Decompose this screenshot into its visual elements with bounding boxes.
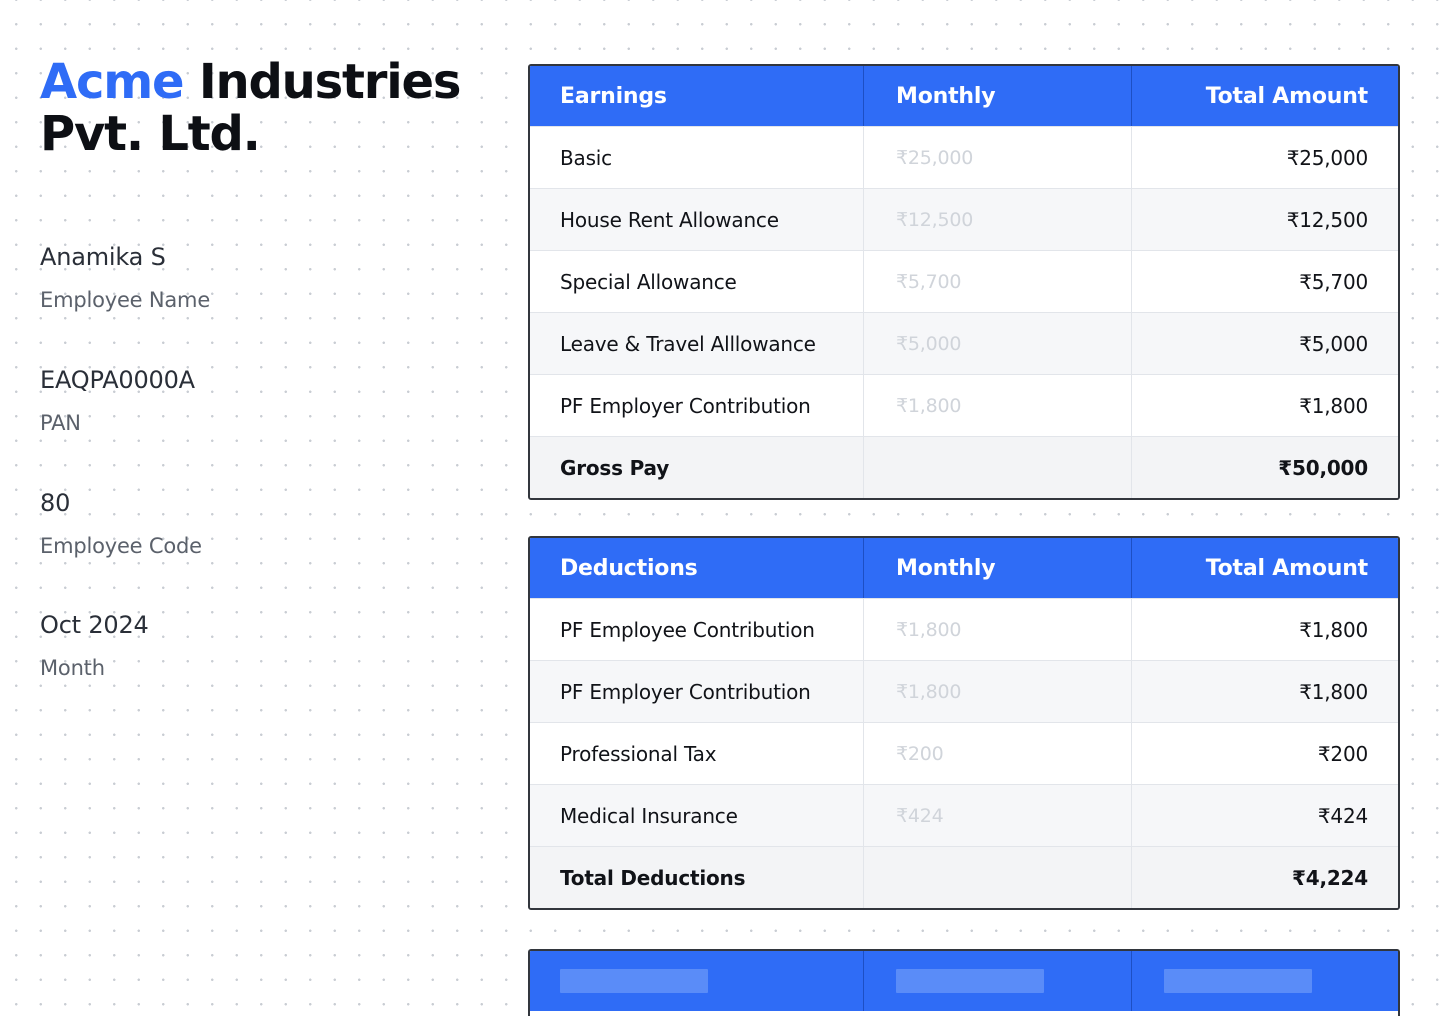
row-monthly: ₹5,700 [896,270,962,293]
total-header-cell: Total Amount [1132,538,1398,598]
row-monthly: ₹25,000 [896,146,974,169]
earnings-header-row: Earnings Monthly Total Amount [530,66,1398,126]
employee-code-value: 80 [40,489,71,517]
row-monthly: ₹1,800 [896,618,962,641]
table-row: Medical Insurance ₹424 ₹424 [530,784,1398,846]
row-total: ₹5,700 [1299,269,1368,294]
row-total: ₹200 [1317,741,1368,766]
monthly-header-cell: Monthly [864,66,1132,126]
row-name: Basic [560,145,612,170]
table-row: Leave & Travel Alllowance ₹5,000 ₹5,000 [530,312,1398,374]
placeholder-header-cell [530,951,864,1011]
placeholder-header-cell [864,951,1132,1011]
total-deductions-row: Total Deductions ₹4,224 [530,846,1398,908]
row-monthly: ₹424 [896,804,944,827]
table-row: PF Employer Contribution ₹1,800 ₹1,800 [530,660,1398,722]
row-name: PF Employee Contribution [560,617,815,642]
deductions-header-row: Deductions Monthly Total Amount [530,538,1398,598]
row-total: ₹1,800 [1299,617,1368,642]
row-total: ₹1,800 [1299,679,1368,704]
row-monthly: ₹12,500 [896,208,974,231]
earnings-header-cell: Earnings [530,66,864,126]
company-name-line2: Pvt. Ltd. [40,106,261,162]
table-row: PF Employer Contribution ₹1,800 ₹1,800 [530,374,1398,436]
table-row: PF Employee Contribution ₹1,800 ₹1,800 [530,598,1398,660]
row-name: PF Employer Contribution [560,679,811,704]
skeleton-bar [560,969,708,993]
earnings-header: Earnings [560,83,667,109]
monthly-header: Monthly [896,83,996,109]
company-name: Acme Industries Pvt. Ltd. [40,56,510,160]
monthly-header: Monthly [896,555,996,581]
employee-code-field: 80 Employee Code [40,488,202,560]
monthly-header-cell: Monthly [864,538,1132,598]
total-deductions-label: Total Deductions [560,865,746,890]
table-row: Basic ₹25,000 ₹25,000 [530,126,1398,188]
gross-pay-row: Gross Pay ₹50,000 [530,436,1398,498]
placeholder-header-row [530,951,1398,1011]
table-row: Professional Tax ₹200 ₹200 [530,722,1398,784]
row-total: ₹12,500 [1286,207,1369,232]
row-name: Special Allowance [560,269,737,294]
total-amount-header: Total Amount [1205,555,1368,581]
row-monthly: ₹1,800 [896,680,962,703]
deductions-header-cell: Deductions [530,538,864,598]
earnings-table: Earnings Monthly Total Amount Basic ₹25,… [528,64,1400,500]
gross-pay-label: Gross Pay [560,455,670,480]
row-name: House Rent Allowance [560,207,779,232]
total-header-cell: Total Amount [1132,66,1398,126]
row-name: Medical Insurance [560,803,738,828]
employee-panel: Acme Industries Pvt. Ltd. [40,56,510,160]
gross-pay-value: ₹50,000 [1278,455,1368,480]
month-label: Month [40,656,105,680]
employee-code-label: Employee Code [40,534,202,558]
table-row: Special Allowance ₹5,700 ₹5,700 [530,250,1398,312]
total-amount-header: Total Amount [1205,83,1368,109]
row-total: ₹25,000 [1286,145,1369,170]
deductions-table: Deductions Monthly Total Amount PF Emplo… [528,536,1400,910]
employee-name-value: Anamika S [40,243,166,271]
employee-name-field: Anamika S Employee Name [40,242,210,314]
company-brand: Acme [40,54,185,110]
placeholder-header-cell [1132,951,1398,1011]
pan-field: EAQPA0000A PAN [40,365,195,437]
row-monthly: ₹200 [896,742,944,765]
table-row: House Rent Allowance ₹12,500 ₹12,500 [530,188,1398,250]
row-total: ₹5,000 [1299,331,1368,356]
pan-label: PAN [40,411,81,435]
row-monthly: ₹5,000 [896,332,962,355]
row-name: Professional Tax [560,741,717,766]
row-total: ₹424 [1317,803,1368,828]
month-field: Oct 2024 Month [40,610,149,682]
placeholder-table [528,949,1400,1016]
row-name: PF Employer Contribution [560,393,811,418]
month-value: Oct 2024 [40,611,149,639]
row-monthly: ₹1,800 [896,394,962,417]
total-deductions-value: ₹4,224 [1292,865,1368,890]
company-name-rest: Industries [198,54,462,110]
skeleton-bar [1164,969,1312,993]
row-name: Leave & Travel Alllowance [560,331,816,356]
skeleton-bar [896,969,1044,993]
deductions-header: Deductions [560,555,698,581]
pan-value: EAQPA0000A [40,366,195,394]
row-total: ₹1,800 [1299,393,1368,418]
employee-name-label: Employee Name [40,288,211,312]
